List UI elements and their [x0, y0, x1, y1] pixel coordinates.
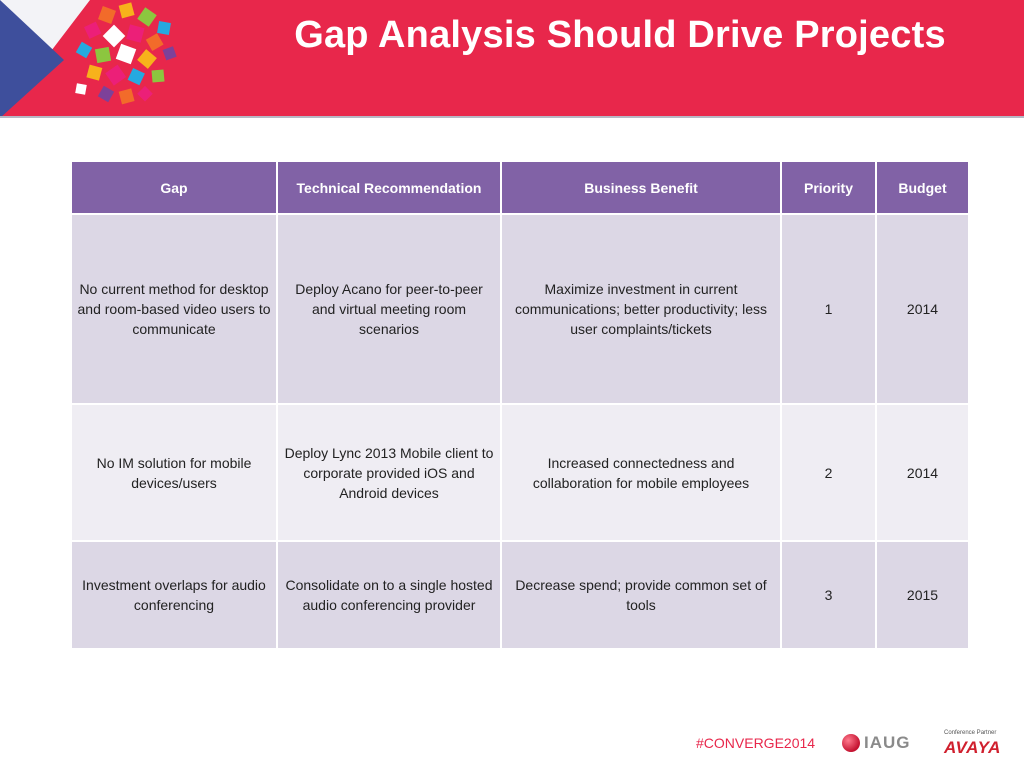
table-header-row: Gap Technical Recommendation Business Be… — [72, 162, 968, 213]
cell-recommendation: Deploy Acano for peer-to-peer and virtua… — [278, 215, 500, 403]
banner-blue-triangle — [0, 0, 64, 118]
table-row: No IM solution for mobile devices/users … — [72, 405, 968, 540]
cell-recommendation: Consolidate on to a single hosted audio … — [278, 542, 500, 648]
cell-budget: 2015 — [877, 542, 968, 648]
avaya-logo: AVAYA — [944, 738, 1001, 757]
iaug-ball-icon — [842, 734, 860, 752]
column-header-gap: Gap — [72, 162, 276, 213]
gap-analysis-table: Gap Technical Recommendation Business Be… — [70, 160, 970, 650]
cell-gap: No IM solution for mobile devices/users — [72, 405, 276, 540]
column-header-benefit: Business Benefit — [502, 162, 780, 213]
avaya-partner-label: Conference Partner — [944, 730, 997, 736]
cell-budget: 2014 — [877, 405, 968, 540]
cell-recommendation: Deploy Lync 2013 Mobile client to corpor… — [278, 405, 500, 540]
table-row: Investment overlaps for audio conferenci… — [72, 542, 968, 648]
column-header-recommendation: Technical Recommendation — [278, 162, 500, 213]
iaug-logo-text: IAUG — [864, 733, 911, 752]
event-hashtag: #CONVERGE2014 — [696, 735, 816, 751]
cell-priority: 2 — [782, 405, 875, 540]
column-header-priority: Priority — [782, 162, 875, 213]
cell-budget: 2014 — [877, 215, 968, 403]
cell-gap: No current method for desktop and room-b… — [72, 215, 276, 403]
cell-priority: 1 — [782, 215, 875, 403]
converge-burst-logo-icon — [75, 2, 177, 105]
cell-benefit: Increased connectedness and collaboratio… — [502, 405, 780, 540]
iaug-logo: IAUG — [842, 732, 911, 754]
cell-benefit: Maximize investment in current communica… — [502, 215, 780, 403]
table-row: No current method for desktop and room-b… — [72, 215, 968, 403]
cell-gap: Investment overlaps for audio conferenci… — [72, 542, 276, 648]
cell-benefit: Decrease spend; provide common set of to… — [502, 542, 780, 648]
slide-title: Gap Analysis Should Drive Projects — [294, 14, 946, 56]
header-banner: Gap Analysis Should Drive Projects — [0, 0, 1024, 118]
banner-divider — [0, 116, 1024, 118]
cell-priority: 3 — [782, 542, 875, 648]
column-header-budget: Budget — [877, 162, 968, 213]
